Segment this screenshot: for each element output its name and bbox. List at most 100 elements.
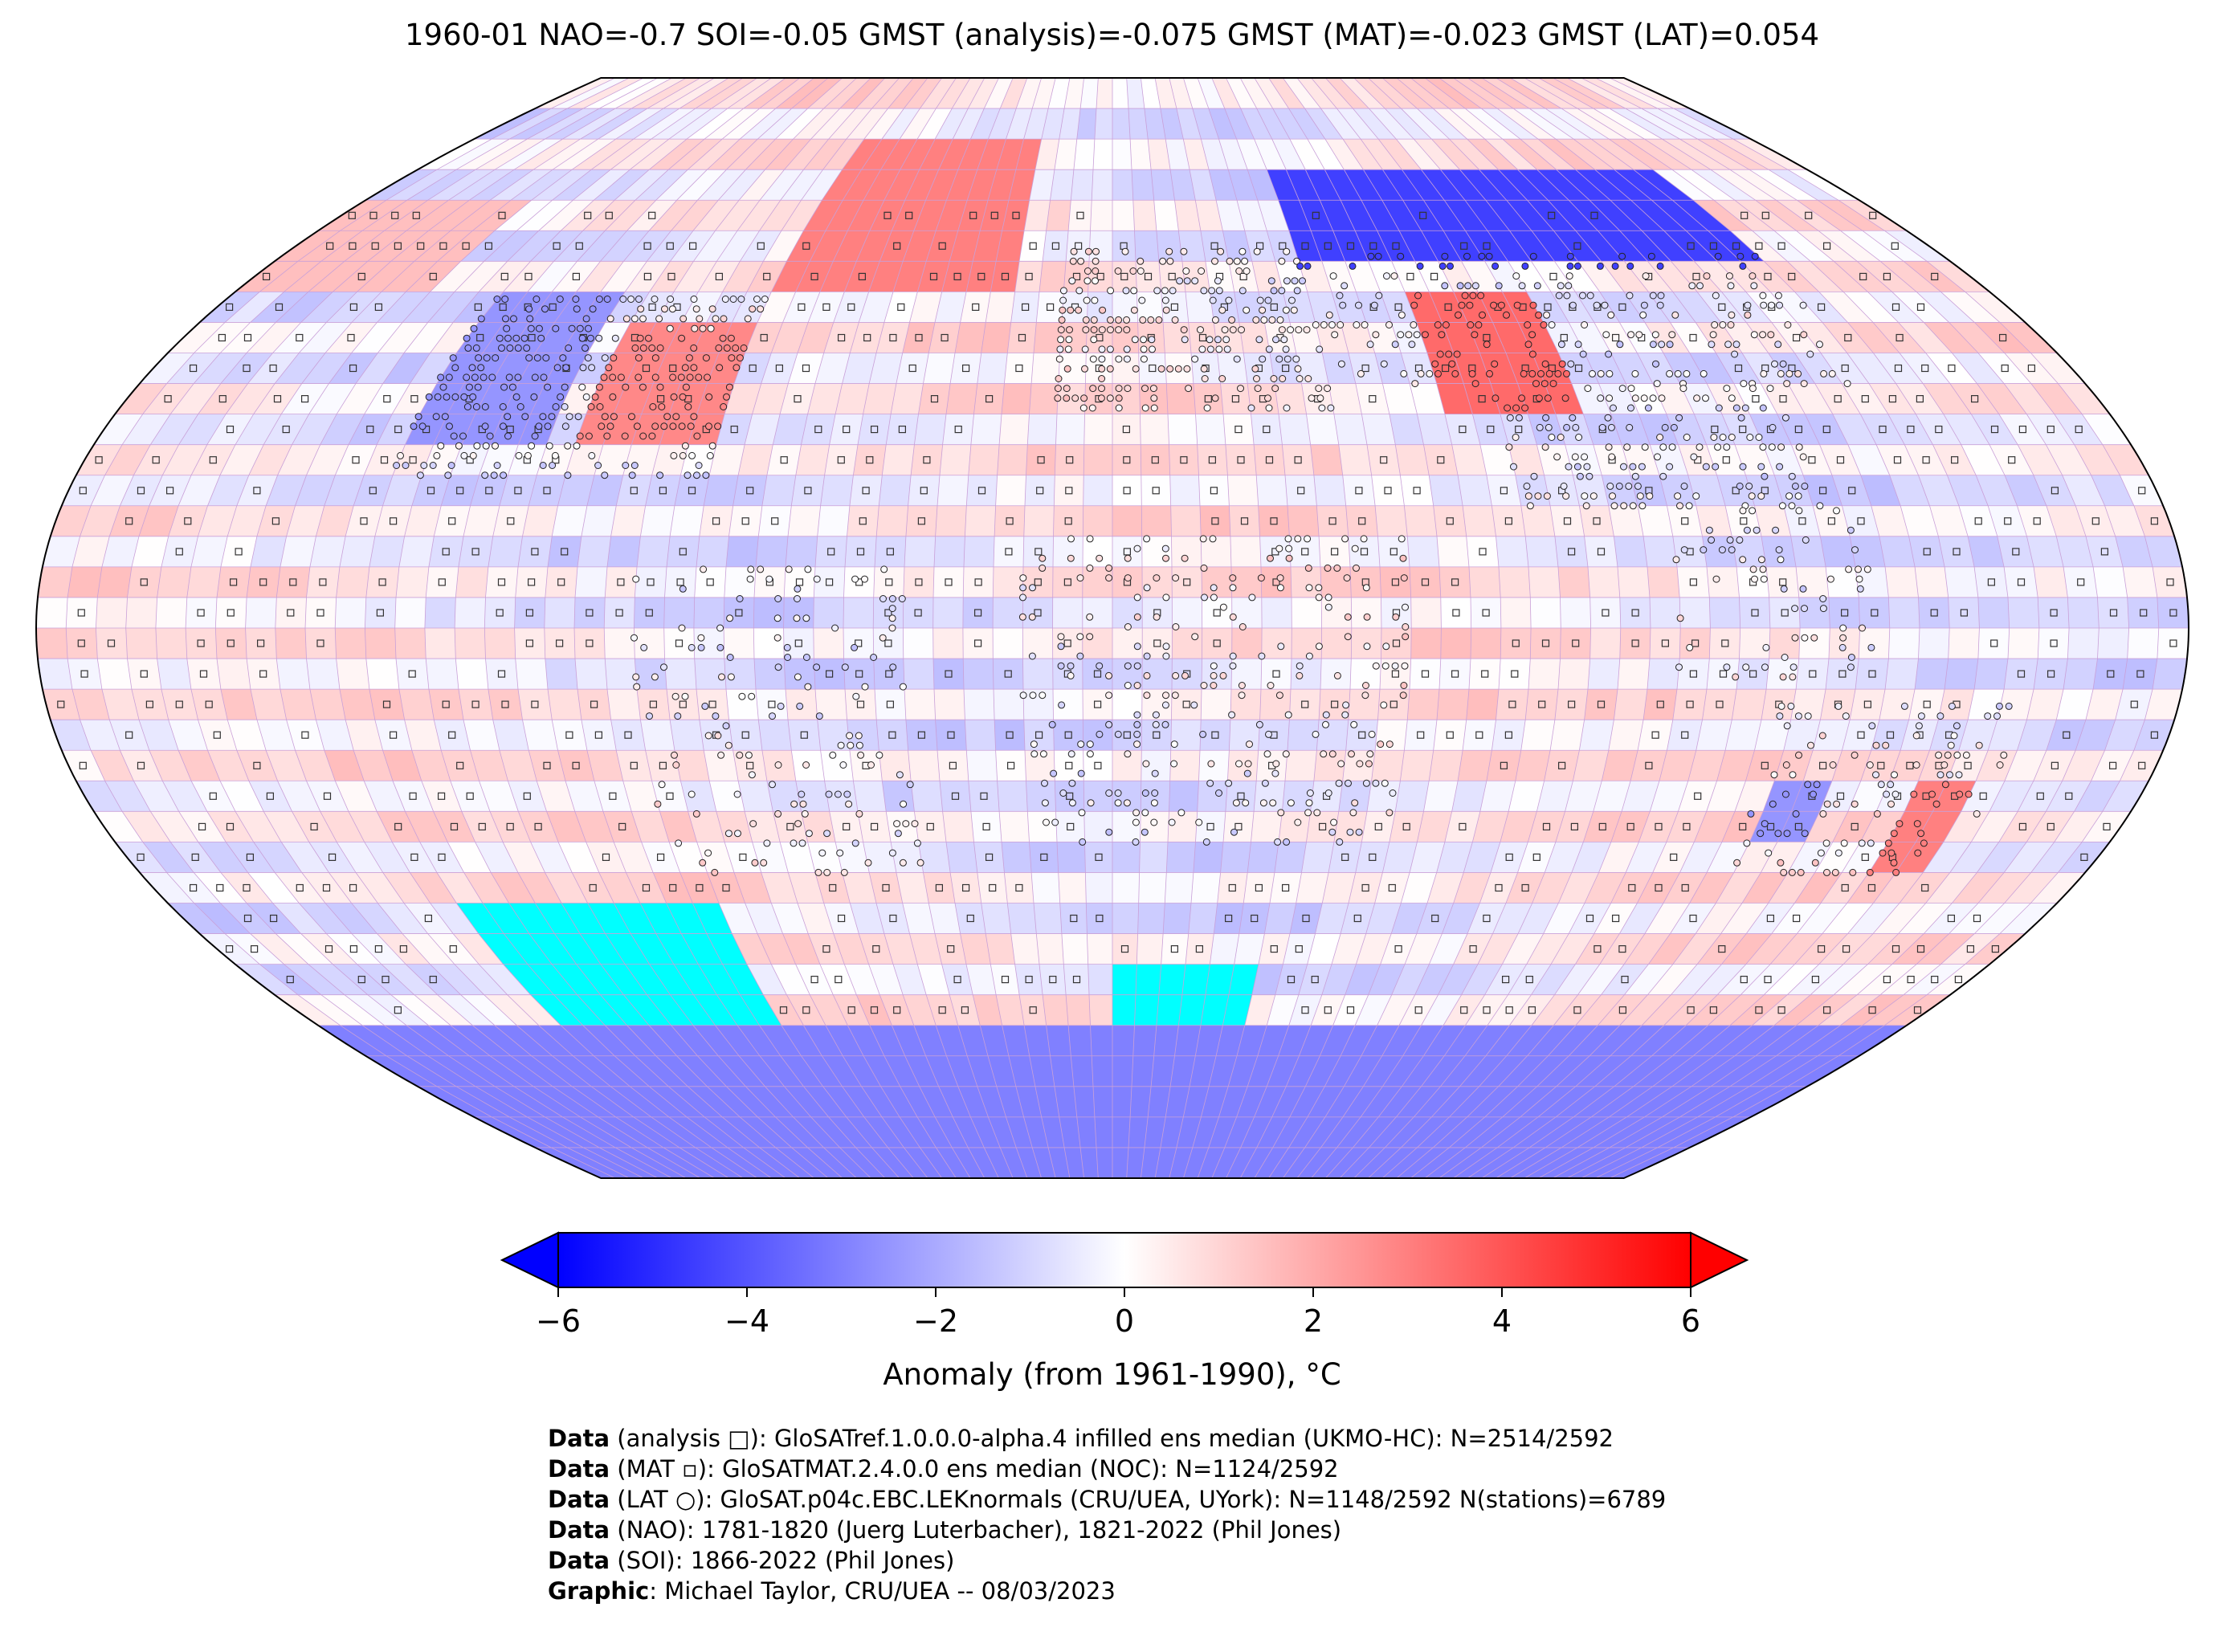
anomaly-cell [1813, 720, 1851, 751]
anomaly-cell [1486, 750, 1521, 781]
anomaly-cell [1944, 659, 1978, 690]
anomaly-cell [1850, 689, 1886, 720]
anomaly-cell [133, 444, 179, 475]
anomaly-cell [1487, 994, 1532, 1026]
anomaly-cell [1231, 566, 1262, 598]
anomaly-cell [745, 414, 781, 445]
anomaly-cell [1610, 1025, 1664, 1056]
anomaly-cell [1289, 1086, 1325, 1117]
anomaly-cell [335, 444, 377, 475]
anomaly-cell [1052, 536, 1083, 567]
no-data-cell [1134, 994, 1159, 1026]
anomaly-cell [908, 475, 940, 506]
anomaly-cell [626, 1025, 677, 1056]
anomaly-cell [1141, 475, 1171, 506]
anomaly-cell [324, 322, 377, 353]
anomaly-cell [1622, 781, 1659, 812]
anomaly-cell [847, 720, 879, 751]
anomaly-cell [97, 566, 132, 598]
anomaly-cell [275, 628, 307, 659]
anomaly-cell [364, 781, 406, 812]
anomaly-cell [1170, 720, 1202, 751]
anomaly-cell [737, 1025, 781, 1056]
anomaly-cell [1949, 322, 2005, 353]
anomaly-cell [36, 628, 68, 659]
anomaly-cell [247, 659, 280, 690]
anomaly-cell [1648, 933, 1696, 965]
anomaly-cell [1496, 689, 1529, 720]
anomaly-cell [1643, 689, 1678, 720]
anomaly-cell [1092, 169, 1112, 201]
anomaly-cell [577, 536, 611, 567]
anomaly-cell [1429, 750, 1463, 781]
anomaly-cell [2033, 475, 2076, 506]
anomaly-cell [1697, 1086, 1769, 1117]
no-data-cell [561, 903, 606, 934]
anomaly-cell [1151, 1055, 1175, 1087]
anomaly-cell [970, 1116, 1001, 1148]
anomaly-cell [340, 1025, 407, 1056]
anomaly-cell [1439, 659, 1471, 690]
anomaly-cell [1550, 505, 1585, 536]
anomaly-cell [1679, 842, 1722, 873]
anomaly-cell [1058, 872, 1087, 904]
anomaly-cell [933, 536, 965, 567]
anomaly-cell [814, 689, 847, 720]
anomaly-cell [485, 659, 518, 690]
anomaly-cell [1771, 322, 1822, 353]
anomaly-cell [771, 322, 809, 353]
anomaly-cell [605, 566, 637, 598]
anomaly-cell [1517, 842, 1556, 873]
anomaly-cell [417, 1086, 492, 1117]
anomaly-cell [788, 353, 824, 384]
no-data-cell [630, 933, 674, 965]
anomaly-cell [780, 1055, 823, 1087]
anomaly-cell [1141, 1147, 1161, 1178]
anomaly-cell [1871, 505, 1909, 536]
anomaly-cell [732, 475, 767, 506]
colorbar-tick-label: −6 [536, 1303, 581, 1339]
anomaly-cell [1368, 1147, 1418, 1178]
anomaly-cell [1915, 566, 1949, 598]
anomaly-cell [157, 566, 191, 598]
anomaly-cell [1520, 1086, 1576, 1117]
anomaly-cell [1898, 322, 1953, 353]
anomaly-cell [926, 230, 958, 262]
anomaly-cell [977, 872, 1008, 904]
anomaly-cell [1484, 1086, 1537, 1117]
no-data-cell [580, 933, 626, 965]
anomaly-cell [1341, 1025, 1377, 1056]
anomaly-cell [1531, 994, 1578, 1026]
anomaly-cell [758, 720, 792, 751]
anomaly-cell [1659, 475, 1696, 506]
anomaly-cell [1526, 933, 1569, 965]
anomaly-cell [1298, 964, 1332, 995]
anomaly-cell [167, 322, 226, 353]
anomaly-cell [1860, 750, 1901, 781]
anomaly-cell [1548, 200, 1598, 231]
anomaly-cell [734, 353, 772, 384]
anomaly-cell [1046, 1025, 1071, 1056]
anomaly-cell [1697, 933, 1747, 965]
anomaly-cell [1554, 689, 1589, 720]
anomaly-cell [1662, 1086, 1730, 1117]
anomaly-cell [198, 383, 248, 414]
anomaly-cell [1414, 964, 1454, 995]
anomaly-cell [1416, 903, 1454, 934]
anomaly-cell [101, 536, 140, 567]
anomaly-cell [1575, 994, 1625, 1026]
anomaly-cell [1567, 1147, 1642, 1178]
anomaly-cell [1694, 811, 1735, 842]
anomaly-cell [1498, 1055, 1549, 1087]
anomaly-cell [479, 261, 531, 292]
anomaly-cell [1431, 1086, 1479, 1117]
anomaly-cell [256, 720, 296, 751]
anomaly-cell [1961, 781, 2006, 812]
anomaly-cell [1410, 659, 1441, 690]
anomaly-cell [1142, 659, 1173, 690]
anomaly-cell [692, 322, 732, 353]
anomaly-cell [1332, 230, 1369, 262]
anomaly-cell [1732, 689, 1767, 720]
anomaly-cell [2127, 628, 2159, 659]
anomaly-cell [384, 200, 449, 231]
